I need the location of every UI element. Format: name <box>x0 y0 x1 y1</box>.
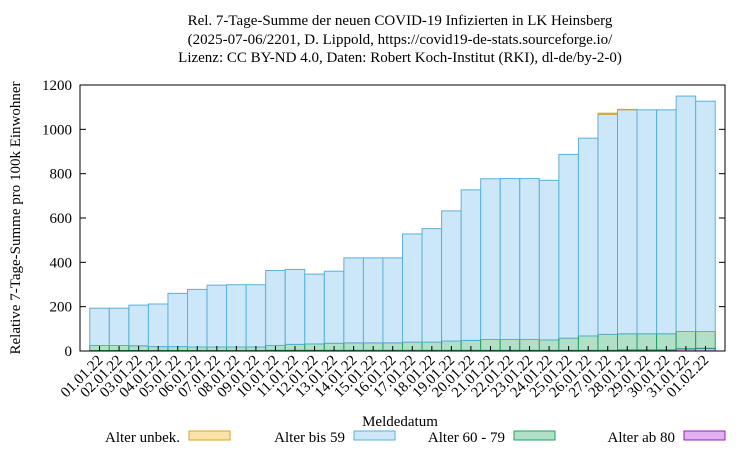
legend-label: Alter 60 - 79 <box>428 430 505 446</box>
chart-title: Lizenz: CC BY-ND 4.0, Daten: Robert Koch… <box>178 50 622 66</box>
bar-segment <box>128 304 149 347</box>
bar-segment <box>265 270 286 346</box>
y-tick-label: 400 <box>50 255 73 271</box>
y-tick-label: 200 <box>50 300 73 316</box>
bar-segment <box>206 284 228 348</box>
bar-segment <box>147 303 169 348</box>
bar-segment <box>519 178 540 340</box>
bar-segment <box>226 284 247 348</box>
bar-segment <box>617 109 638 335</box>
bar-segment <box>108 307 130 346</box>
legend-swatch <box>353 430 396 441</box>
chart-title: (2025-07-06/2201, D. Lippold, https://co… <box>188 32 613 48</box>
y-tick-label: 600 <box>50 211 73 227</box>
legend-label: Alter ab 80 <box>608 430 675 446</box>
bar-segment <box>656 109 677 335</box>
legend-swatch <box>683 430 726 441</box>
bar-segment <box>577 137 599 337</box>
bar-segment <box>460 189 482 341</box>
bar-segment <box>362 257 384 344</box>
x-axis-label: Meldedatum <box>362 414 438 430</box>
legend-label: Alter bis 59 <box>274 430 345 446</box>
y-tick-label: 800 <box>50 167 73 183</box>
y-tick-label: 0 <box>65 344 73 360</box>
bar-segment <box>304 273 325 345</box>
bar-segment <box>89 307 110 346</box>
bar-segment <box>499 178 521 340</box>
y-axis-label: Relative 7-Tage-Summe pro 100k Einwohner <box>8 81 24 354</box>
bar-segment <box>695 100 716 332</box>
bar-segment <box>343 257 364 344</box>
bar-segment <box>695 330 716 349</box>
bar-segment <box>245 284 267 348</box>
y-tick-label: 1200 <box>42 78 72 94</box>
bar-segment <box>538 179 560 341</box>
bar-segment <box>675 95 697 332</box>
bar-segment <box>323 270 345 344</box>
bar-segment <box>480 178 501 340</box>
legend-swatch <box>188 430 231 441</box>
bar-segment <box>284 268 306 345</box>
bar-segment <box>597 113 618 335</box>
chart-title: Rel. 7-Tage-Summe der neuen COVID-19 Inf… <box>188 13 613 29</box>
legend-swatch <box>513 430 556 441</box>
bar-segment <box>421 228 443 343</box>
bar-segment <box>441 210 462 342</box>
bar-segment <box>597 112 618 115</box>
bar-segment <box>636 109 658 335</box>
plot-frame <box>79 84 726 352</box>
legend-label: Alter unbek. <box>105 430 180 446</box>
bar-segment <box>382 257 404 344</box>
bar-segment <box>187 288 208 348</box>
bar-segment <box>167 292 188 348</box>
bar-segment <box>558 153 579 339</box>
y-tick-label: 1000 <box>42 122 72 138</box>
bar-segment <box>402 233 423 343</box>
